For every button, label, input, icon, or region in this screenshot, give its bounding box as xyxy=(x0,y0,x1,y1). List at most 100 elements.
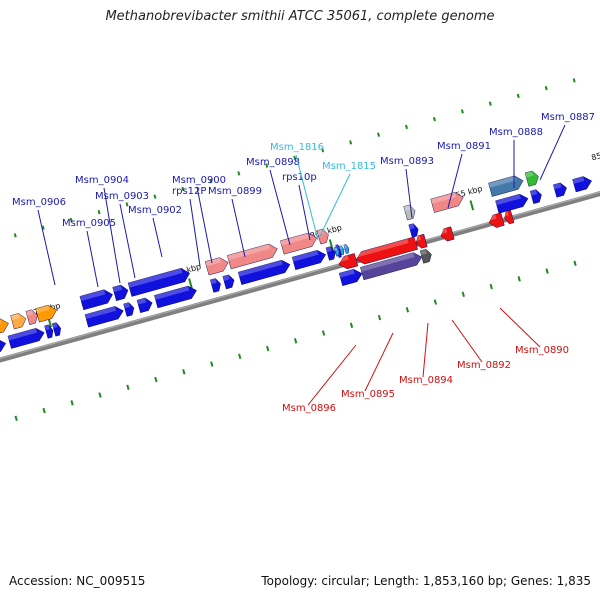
gene-label[interactable]: Msm_0900 xyxy=(172,175,226,186)
tick-mark xyxy=(404,124,408,130)
forward-gene-arrow[interactable] xyxy=(209,277,222,293)
forward-gene-arrow-shine xyxy=(530,189,538,196)
forward-gene-arrow[interactable] xyxy=(403,204,417,221)
tick-mark xyxy=(42,407,46,414)
forward-gene-arrow[interactable] xyxy=(79,288,115,311)
tick-mark xyxy=(461,291,465,297)
forward-gene-arrow[interactable] xyxy=(222,274,236,290)
forward-gene-arrow[interactable] xyxy=(419,248,433,264)
tick-mark xyxy=(405,307,410,313)
gene-label[interactable]: Msm_0891 xyxy=(437,141,491,152)
tick-mark xyxy=(516,93,520,99)
forward-gene-arrow[interactable] xyxy=(524,170,540,187)
gene-label[interactable]: Msm_0896 xyxy=(282,403,336,414)
gene-label[interactable]: Msm_0904 xyxy=(75,175,129,186)
forward-gene-arrow-shine xyxy=(495,194,521,206)
forward-gene-arrow-shine xyxy=(44,324,50,331)
forward-gene-arrow[interactable] xyxy=(408,223,420,238)
tick-mark xyxy=(349,140,353,145)
forward-gene-arrow[interactable] xyxy=(325,246,337,261)
reverse-gene-arrow-shine xyxy=(354,238,409,258)
rrna-arrow[interactable] xyxy=(316,228,330,245)
gene-label[interactable]: Msm_0895 xyxy=(341,389,395,400)
callout-line xyxy=(422,322,429,378)
forward-gene-arrow[interactable] xyxy=(84,304,125,328)
gene-label[interactable]: Msm_0887 xyxy=(541,112,595,123)
tick-mark xyxy=(489,283,493,290)
reverse-gene-arrow[interactable] xyxy=(503,209,515,225)
tick-mark xyxy=(126,384,130,390)
forward-gene-arrow[interactable] xyxy=(572,175,594,193)
gene-label[interactable]: Msm_0899 xyxy=(208,186,262,197)
gene-label[interactable]: Msm_0893 xyxy=(380,156,434,167)
trna-arrow[interactable] xyxy=(338,245,345,256)
gene-label[interactable]: Msm_0892 xyxy=(457,360,511,371)
forward-gene-arrow[interactable] xyxy=(529,189,543,204)
trna-arrow[interactable] xyxy=(343,244,350,254)
trna-arrow[interactable] xyxy=(333,246,340,257)
forward-gene-arrow[interactable] xyxy=(291,248,327,270)
gene-label[interactable]: rps12P xyxy=(172,186,206,197)
gene-label[interactable]: Msm_0905 xyxy=(62,218,116,229)
gene-label[interactable]: rps10p xyxy=(282,172,317,183)
forward-gene-arrow[interactable] xyxy=(0,317,10,341)
tick-mark xyxy=(182,369,186,375)
genome-summary-text: Topology: circular; Length: 1,853,160 bp… xyxy=(261,574,591,588)
forward-gene-arrow[interactable] xyxy=(44,324,54,339)
outer-tick-row xyxy=(13,78,576,238)
tick-mark xyxy=(377,314,382,321)
forward-gene-arrow-shine xyxy=(137,297,147,305)
tick-mark xyxy=(266,345,270,352)
reverse-gene-arrow[interactable] xyxy=(487,212,505,229)
gene-label[interactable]: Msm_0888 xyxy=(489,127,543,138)
tick-mark xyxy=(98,392,102,398)
gene-label[interactable]: Msm_1815 xyxy=(322,161,376,172)
forward-gene-arrow[interactable] xyxy=(553,182,568,198)
forward-gene-arrow[interactable] xyxy=(237,258,292,285)
forward-gene-arrow[interactable] xyxy=(136,296,154,313)
callout-line xyxy=(231,198,246,258)
gene-label[interactable]: Msm_0902 xyxy=(128,205,182,216)
gene-label[interactable]: Msm_0890 xyxy=(515,345,569,356)
rrna-arrow[interactable] xyxy=(227,242,279,270)
tick-mark xyxy=(349,322,354,328)
tick-mark xyxy=(293,155,297,161)
forward-gene-arrow[interactable] xyxy=(0,337,7,358)
rrna-arrow[interactable] xyxy=(280,231,318,255)
genome-backbone xyxy=(0,181,600,368)
reverse-strand-row-1 xyxy=(338,248,433,286)
forward-gene-arrow[interactable] xyxy=(51,322,62,337)
gene-label[interactable]: Msm_0894 xyxy=(399,375,453,386)
rrna-arrow[interactable] xyxy=(204,256,230,276)
forward-gene-arrow-shine xyxy=(112,285,123,292)
forward-gene-arrow[interactable] xyxy=(338,267,364,286)
reverse-gene-arrow[interactable] xyxy=(439,226,455,243)
reverse-gene-arrow[interactable] xyxy=(337,253,359,270)
trna-arrow-shine xyxy=(338,245,343,250)
forward-gene-arrow[interactable] xyxy=(154,284,198,309)
rrna-arrow-shine xyxy=(205,257,221,267)
gene-label[interactable]: Msm_0898 xyxy=(246,157,300,168)
forward-gene-arrow[interactable] xyxy=(10,312,28,330)
gene-label[interactable]: Msm_0903 xyxy=(95,191,149,202)
forward-gene-arrow[interactable] xyxy=(360,251,423,281)
reverse-gene-arrow[interactable] xyxy=(414,233,428,249)
forward-gene-arrow[interactable] xyxy=(7,326,46,349)
forward-gene-arrow[interactable] xyxy=(112,284,130,301)
reverse-gene-arrow[interactable] xyxy=(354,236,418,266)
forward-gene-arrow[interactable] xyxy=(123,302,136,317)
forward-gene-arrow[interactable] xyxy=(127,266,191,297)
tick-mark xyxy=(321,147,325,153)
forward-gene-arrow[interactable] xyxy=(25,309,39,326)
forward-gene-arrow-shine xyxy=(292,250,319,262)
gene-callouts: Msm_0906 Msm_0905 Msm_0904 Msm_0903 Msm_0902… xyxy=(12,112,595,414)
reverse-gene-arrow-shine xyxy=(502,210,509,217)
forward-gene-arrow-shine xyxy=(420,249,428,256)
forward-gene-arrow[interactable] xyxy=(495,192,529,214)
forward-gene-arrow-shine xyxy=(123,302,130,309)
reverse-gene-arrow-shine xyxy=(414,235,422,242)
gene-label[interactable]: Msm_0906 xyxy=(12,197,66,208)
rrna-arrow[interactable] xyxy=(430,191,466,213)
forward-gene-arrow[interactable] xyxy=(35,303,59,323)
gene-label[interactable]: Msm_1816 xyxy=(270,142,324,153)
